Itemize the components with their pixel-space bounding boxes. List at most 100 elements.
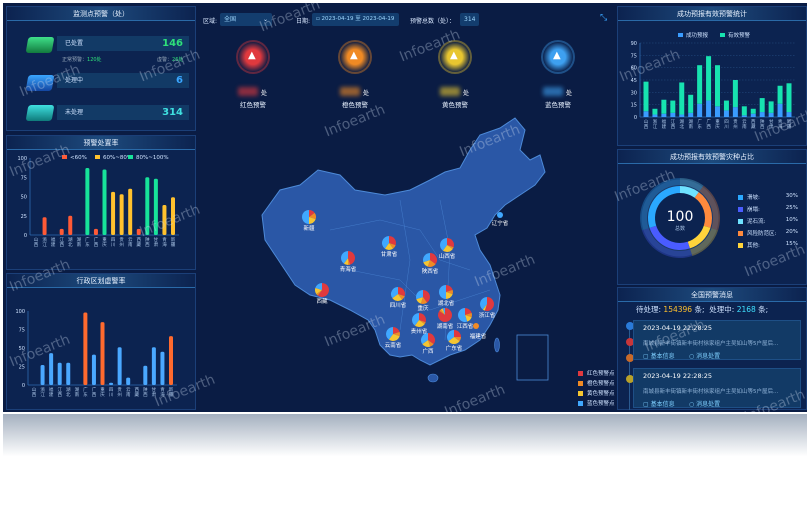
pie-slice xyxy=(398,294,405,300)
province-label: 西藏 xyxy=(316,297,328,305)
false-warning: 虚警：26处 xyxy=(157,57,184,63)
handle-link[interactable]: ○ 消息处置 xyxy=(689,401,721,408)
notice-card[interactable]: 2023-04-19 22:28:25 南城县新丰街镇新丰街村徐家组户主吴如山等… xyxy=(633,320,801,360)
pending-count: 154396 xyxy=(663,305,693,314)
province-border xyxy=(329,219,471,271)
processing-count: 2168 xyxy=(736,305,756,314)
collapse-icon[interactable]: ⤡ xyxy=(600,13,608,23)
pie-slice xyxy=(440,308,445,315)
pie-slice xyxy=(393,331,401,337)
stat-processed[interactable]: 已处置 146 xyxy=(57,36,189,51)
donut-legend-item: 其他: 15% xyxy=(738,241,798,249)
blue-alert-icon xyxy=(626,322,634,330)
province-label: 云南省 xyxy=(385,341,402,349)
alarm-0-icon: ▲ xyxy=(238,42,268,72)
monitor-title: 监测点预警（处） xyxy=(7,7,195,21)
handle-link[interactable]: ○ 消息处置 xyxy=(689,353,721,360)
notice-time: 2023-04-19 22:28:25 xyxy=(643,324,713,332)
pie-slice xyxy=(414,320,425,327)
basic-info-link[interactable]: ▢ 基本信息 xyxy=(643,401,675,408)
pie-slice xyxy=(447,238,454,248)
stat-value: 314 xyxy=(162,107,183,118)
hainan-island xyxy=(427,373,439,383)
stat-value: 6 xyxy=(176,75,183,86)
pie-slice xyxy=(384,243,394,250)
reflection xyxy=(3,414,807,464)
stat-label: 未处理 xyxy=(65,109,84,116)
pie-slice xyxy=(392,294,403,301)
donut-legend-item: 滑坡: 30% xyxy=(738,193,798,201)
pie-slice xyxy=(446,292,453,299)
pie-slice xyxy=(348,251,356,265)
province-border xyxy=(349,269,491,311)
stat-label: 已处置 xyxy=(65,40,84,47)
basic-info-link[interactable]: ▢ 基本信息 xyxy=(643,353,675,360)
pie-slice xyxy=(389,236,397,246)
pie-slice xyxy=(482,304,487,311)
pie-slice xyxy=(439,309,445,315)
red-alert-icon xyxy=(626,338,634,346)
stat-processing[interactable]: 处理中 6 xyxy=(57,73,189,88)
pie-slice xyxy=(389,243,396,249)
province-label: 青海省 xyxy=(340,265,357,273)
province-label: 湖北省 xyxy=(438,299,455,307)
map-legend-item[interactable]: 蓝色预警点 xyxy=(578,399,615,407)
monitor-panel: 监测点预警（处） 已处置 146 正常预警：120处 虚警：26处 处理中 6 未处… xyxy=(6,6,196,131)
alarm-unit: 处 xyxy=(463,90,470,97)
donut-legend-item: 风险防范区: 20% xyxy=(738,229,798,237)
pie-slice xyxy=(416,297,423,304)
pie-slice xyxy=(465,312,472,318)
alarm-unit: 处 xyxy=(566,90,573,97)
pie-slice xyxy=(302,210,309,224)
pie-slice xyxy=(315,283,322,290)
pie-slice xyxy=(423,253,430,263)
province-label: 辽宁省 xyxy=(492,219,509,227)
pie-slice xyxy=(430,253,437,265)
pie-slice xyxy=(442,245,453,252)
orange-alert-icon xyxy=(626,354,634,362)
pie-slice xyxy=(421,333,428,345)
region-select[interactable]: 全国 ⌄ xyxy=(220,13,272,26)
pie-slice xyxy=(446,285,453,292)
pie-slice xyxy=(386,327,393,340)
notice-card[interactable]: 2023-04-19 22:28:25 南城县新丰街镇新丰街村徐家组户主吴如山等… xyxy=(633,368,801,408)
map-legend-item[interactable]: 橙色预警点 xyxy=(578,379,615,387)
pie-slice xyxy=(480,297,487,310)
pie-slice xyxy=(427,260,436,268)
pie-slice xyxy=(348,258,351,265)
alarm-count xyxy=(238,87,258,96)
alarm-count xyxy=(340,87,360,96)
map-legend-item[interactable]: 黄色预警点 xyxy=(578,389,615,397)
notice-desc: 南城县新丰街镇新丰街村徐家组户主吴如山等5户屋后... xyxy=(643,341,779,347)
alarm-3-icon: ▲ xyxy=(543,42,573,72)
pie-slice xyxy=(448,337,460,344)
false-rate-title: 行政区划虚警率 xyxy=(7,274,195,288)
pie-slice xyxy=(442,308,445,315)
chevron-down-icon: ⌄ xyxy=(262,16,268,23)
alarm-unit: 处 xyxy=(261,90,268,97)
notice-panel: 全国预警消息 待处理: 154396 条; 处理中: 2168 条; 2023-… xyxy=(617,287,807,410)
donut-legend-item: 泥石流: 10% xyxy=(738,217,798,225)
pie-slice xyxy=(440,238,447,251)
rate-title: 预警处置率 xyxy=(7,136,195,150)
pie-slice xyxy=(388,334,400,342)
alarm-2-icon: ▲ xyxy=(440,42,470,72)
pie-slice xyxy=(393,327,400,334)
date-label: 日期: xyxy=(296,18,311,25)
notice-desc: 南城县新丰街镇新丰街村徐家组户主吴如山等5户屋后... xyxy=(643,389,779,395)
alarm-count xyxy=(440,87,460,96)
notice-title: 全国预警消息 xyxy=(618,288,806,302)
date-range-input[interactable]: ▫ 2023-04-19 至 2023-04-19 xyxy=(312,13,399,26)
china-outline xyxy=(261,117,546,366)
province-label: 甘肃省 xyxy=(381,250,398,258)
stat-unprocessed[interactable]: 未处理 314 xyxy=(57,105,189,120)
map-legend-item[interactable]: 红色预警点 xyxy=(578,369,615,377)
alarm-label: 黄色预警 xyxy=(442,101,468,109)
province-label: 广东省 xyxy=(446,344,463,352)
stat-value: 146 xyxy=(162,38,183,49)
pie-slice xyxy=(422,340,431,347)
alarm-label: 红色预警 xyxy=(240,101,266,109)
pie-slice xyxy=(447,330,454,342)
pie-slice xyxy=(315,287,322,295)
